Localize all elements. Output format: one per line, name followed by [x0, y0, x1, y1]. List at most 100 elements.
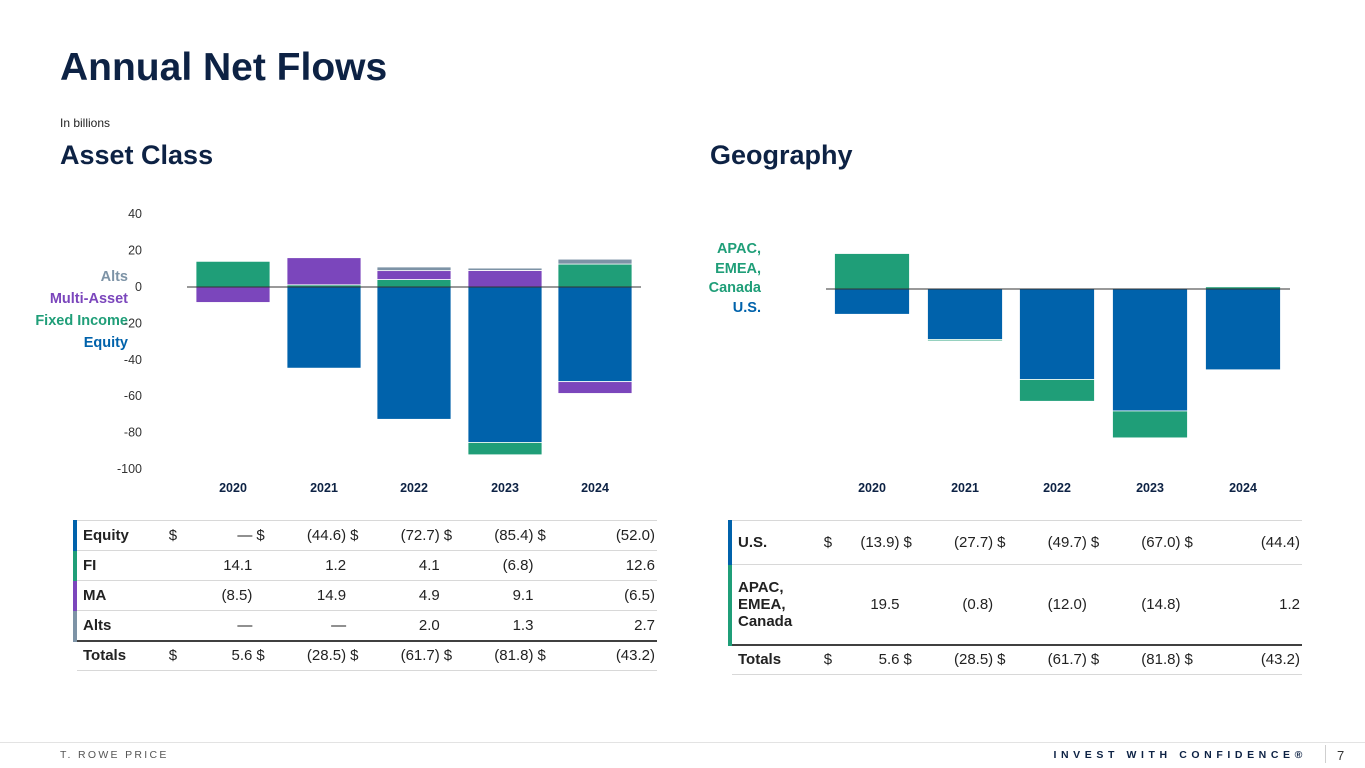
bar-alts-2024: [557, 258, 633, 265]
cell-value: 14.1: [196, 550, 255, 581]
cell-value: 1.3: [471, 610, 536, 641]
cell-value: (28.5): [284, 639, 349, 671]
cell-value: (28.5): [931, 643, 996, 675]
bar-u-s-2024: [1205, 288, 1281, 371]
cell-value: (6.5): [565, 580, 657, 611]
currency-symbol: $: [535, 520, 566, 551]
cell-value: 12.6: [565, 550, 657, 581]
currency-symbol: [254, 550, 285, 581]
bar-apac-emea-canada-2021: [927, 339, 1003, 342]
bar-u-s-2021: [927, 288, 1003, 340]
currency-symbol: [441, 610, 472, 641]
cell-value: (0.8): [931, 564, 996, 645]
currency-symbol: [348, 580, 378, 611]
currency-symbol: $: [901, 643, 932, 675]
y-tick-label: 0: [135, 280, 142, 294]
cell-value: 1.2: [284, 550, 349, 581]
currency-symbol: $: [995, 643, 1026, 675]
currency-symbol: $: [535, 639, 566, 671]
bar-u-s-2023: [1112, 288, 1188, 412]
geography-table: U.S. $ (13.9) $ (27.7) $ (49.7) $ (67.0) $ (44.4) A…: [728, 520, 1302, 675]
currency-symbol: [995, 564, 1026, 645]
cell-value: (43.2): [565, 639, 657, 671]
currency-symbol: $: [254, 520, 285, 551]
row-label: FI: [73, 550, 167, 581]
cell-value: (6.8): [471, 550, 536, 581]
cell-value: (72.7): [377, 520, 442, 551]
cell-value: 9.1: [471, 580, 536, 611]
x-tick-label: 2023: [491, 481, 519, 495]
bar-alts-2023: [467, 267, 543, 271]
cell-value: —: [196, 610, 255, 641]
bar-apac-emea-canada-2022: [1019, 379, 1095, 402]
legend-multi-asset: Multi-Asset: [49, 291, 128, 307]
currency-symbol: [901, 564, 932, 645]
currency-symbol: [1088, 564, 1119, 645]
cell-value: (14.8): [1118, 564, 1183, 645]
page-title: Annual Net Flows: [60, 46, 388, 89]
currency-symbol: $: [821, 520, 846, 565]
bar-apac-emea-canada-2023: [1112, 410, 1188, 439]
x-tick-label: 2020: [219, 481, 247, 495]
geography-heading: Geography: [710, 140, 853, 170]
currency-symbol: [348, 610, 378, 641]
asset-class-table: Equity $ — $ (44.6) $ (72.7) $ (85.4) $ (52.0) FI 14…: [73, 520, 657, 671]
cell-value: (61.7): [377, 639, 442, 671]
row-label: Alts: [73, 610, 167, 641]
table-totals-row: Totals $5.6 $ (28.5) $ (61.7) $ (81.8) $ (43.2): [75, 639, 657, 671]
x-tick-label: 2024: [581, 481, 609, 495]
footer-tagline: INVEST WITH CONFIDENCE®: [1053, 749, 1307, 761]
cell-value: (61.7): [1025, 643, 1089, 675]
row-label: APAC, EMEA, Canada: [728, 564, 822, 645]
bar-equity-2021: [286, 286, 362, 369]
currency-symbol: [535, 550, 566, 581]
currency-symbol: [535, 580, 566, 611]
table-totals-row: Totals $5.6 $ (28.5) $ (61.7) $ (81.8) $ (43.2): [730, 643, 1302, 675]
bar-equity-2024: [557, 286, 633, 383]
x-tick-label: 2020: [858, 481, 886, 495]
cell-value: (44.4): [1212, 520, 1302, 565]
table-row: Alts — — 2.0 1.3 2.7: [73, 610, 657, 641]
cell-value: —: [196, 520, 255, 551]
geography-chart: 2020 2021 2022 2023 2024: [826, 253, 1290, 495]
cell-value: (13.9): [845, 520, 902, 565]
row-label: MA: [73, 580, 167, 611]
currency-symbol: $: [821, 643, 846, 675]
legend-equity: Equity: [83, 335, 128, 351]
cell-value: (43.2): [1212, 643, 1302, 675]
cell-value: 4.1: [377, 550, 442, 581]
bar-equity-2022: [376, 286, 452, 420]
cell-value: 5.6: [845, 643, 902, 675]
bar-equity-2023: [467, 286, 543, 443]
currency-symbol: $: [254, 639, 285, 671]
legend-apac-line-3: Canada: [708, 280, 761, 296]
y-tick-label: -80: [124, 426, 142, 440]
asset-class-heading: Asset Class: [60, 140, 214, 170]
currency-symbol: $: [166, 520, 197, 551]
cell-value: (27.7): [931, 520, 996, 565]
cell-value: (49.7): [1025, 520, 1089, 565]
bar-alts-2022: [376, 266, 452, 272]
footer-divider-line: [0, 742, 1365, 743]
legend-alts: Alts: [100, 269, 128, 285]
currency-symbol: [166, 580, 197, 611]
cell-value: (67.0): [1118, 520, 1183, 565]
currency-symbol: [1182, 564, 1213, 645]
legend-apac-line-1: APAC,: [716, 241, 761, 257]
table-row: APAC, EMEA, Canada 19.5 (0.8) (12.0) (14.8) 1.2: [728, 564, 1302, 645]
cell-value: (12.0): [1025, 564, 1089, 645]
currency-symbol: [441, 580, 472, 611]
row-label: Equity: [73, 520, 167, 551]
cell-value: 19.5: [845, 564, 902, 645]
currency-symbol: [535, 610, 566, 641]
x-tick-label: 2022: [1043, 481, 1071, 495]
currency-symbol: $: [995, 520, 1026, 565]
cell-value: (8.5): [196, 580, 255, 611]
currency-symbol: $: [348, 639, 378, 671]
cell-value: (52.0): [565, 520, 657, 551]
currency-symbol: $: [441, 639, 472, 671]
cell-value: 5.6: [196, 639, 255, 671]
bar-apac-emea-canada-2020: [834, 253, 910, 290]
footer-page-divider: [1325, 745, 1326, 763]
bar-fixed-income-2023: [467, 442, 543, 456]
